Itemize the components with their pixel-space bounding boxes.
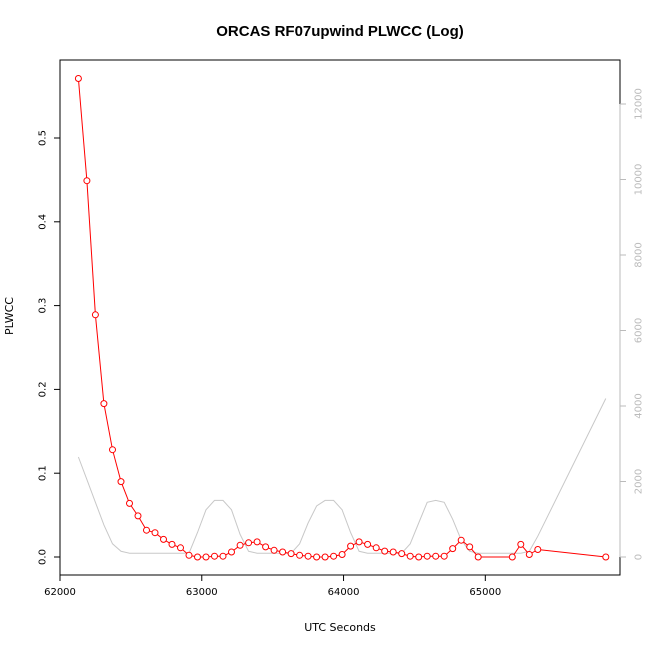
x-tick-label: 64000 (328, 587, 360, 598)
data-point (126, 499, 133, 507)
primary-series-line (77, 78, 606, 558)
data-point (517, 540, 525, 548)
y-axis: 0.0 0.1 0.2 0.3 0.4 0.5 (38, 130, 61, 565)
data-point (330, 552, 338, 560)
chart-title: ORCAS RF07upwind PLWCC (Log) (216, 23, 463, 40)
secondary-series-line (77, 398, 607, 554)
data-point (602, 553, 610, 561)
data-point (228, 548, 235, 556)
y2-tick-label: 2000 (634, 469, 645, 494)
data-point (211, 552, 218, 560)
data-point (347, 542, 355, 550)
data-point (100, 400, 108, 408)
data-point (440, 552, 448, 560)
data-point (423, 552, 431, 560)
data-point (406, 552, 414, 560)
data-point (364, 540, 372, 548)
data-point (304, 552, 312, 560)
data-point (245, 539, 253, 547)
data-point (398, 550, 406, 558)
data-point (466, 543, 474, 551)
data-point (160, 535, 167, 543)
data-point (219, 552, 227, 560)
y-tick-label: 0.3 (38, 298, 49, 314)
y2-axis: 0 2000 4000 6000 8000 10000 12000 (619, 88, 645, 560)
y-tick-label: 0.5 (38, 130, 49, 146)
data-point (321, 553, 329, 561)
y-tick-label: 0.2 (38, 381, 49, 397)
data-point (185, 551, 193, 559)
data-point (525, 551, 533, 558)
data-point (313, 553, 321, 561)
data-point (508, 553, 516, 561)
data-point (457, 536, 465, 544)
data-point (296, 551, 304, 559)
data-point (117, 478, 125, 486)
data-point (355, 538, 363, 546)
data-point (143, 526, 150, 534)
y2-tick-label: 0 (634, 554, 645, 560)
data-point (287, 550, 295, 558)
y2-tick-label: 6000 (634, 318, 645, 343)
y-tick-label: 0.4 (38, 214, 49, 230)
x-axis: 62000 63000 64000 65000 (44, 574, 501, 598)
data-point (432, 552, 440, 560)
y-tick-label: 0.1 (38, 465, 49, 481)
x-tick-label: 63000 (186, 587, 218, 598)
data-point (253, 538, 261, 546)
data-point (389, 548, 397, 556)
data-point (134, 512, 142, 520)
data-point (262, 543, 270, 551)
data-point (372, 544, 380, 552)
plot-area (59, 59, 621, 576)
data-point (168, 540, 176, 548)
data-point (534, 546, 542, 553)
data-point (449, 545, 457, 553)
x-tick-label: 62000 (44, 587, 76, 598)
data-point (177, 544, 184, 552)
y-axis-label: PLWCC (3, 297, 16, 335)
x-axis-label: UTC Seconds (304, 621, 376, 634)
data-point (202, 553, 210, 561)
data-point (194, 553, 201, 561)
data-point (109, 446, 116, 454)
data-point (474, 553, 482, 561)
series-layer (74, 75, 610, 561)
y2-tick-label: 10000 (634, 164, 645, 196)
data-point (236, 541, 244, 549)
data-point (83, 177, 91, 185)
data-point (74, 75, 82, 82)
data-point (151, 529, 159, 537)
data-point (91, 311, 99, 319)
data-point (415, 553, 423, 561)
y2-tick-label: 4000 (634, 393, 645, 418)
y2-tick-label: 12000 (634, 88, 645, 120)
data-point (279, 548, 287, 556)
data-point (338, 551, 346, 558)
y2-tick-label: 8000 (634, 242, 645, 267)
y-tick-label: 0.0 (38, 549, 49, 565)
data-point (270, 546, 278, 554)
x-tick-label: 65000 (469, 587, 501, 598)
data-point (381, 547, 389, 555)
